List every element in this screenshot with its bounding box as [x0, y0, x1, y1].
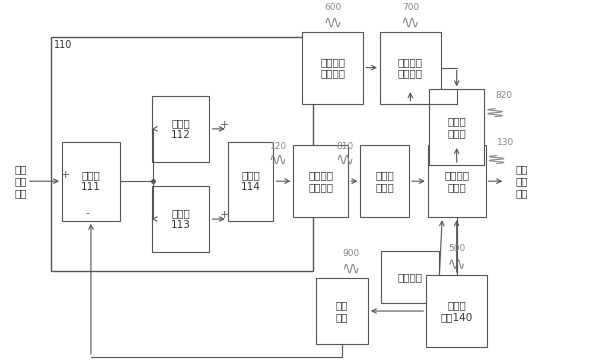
Text: 130: 130 [497, 138, 514, 147]
Bar [430, 89, 484, 165]
Bar [228, 142, 274, 221]
Bar [360, 145, 409, 217]
Bar [293, 145, 348, 217]
Text: 三相异步
电动机: 三相异步 电动机 [444, 170, 469, 192]
Bar [380, 32, 441, 104]
Text: 第二切
换开关: 第二切 换开关 [447, 116, 466, 138]
Bar [426, 275, 487, 347]
Text: 第二功率
驱动单元: 第二功率 驱动单元 [398, 57, 423, 78]
Bar [302, 32, 364, 104]
Text: +: + [219, 120, 229, 130]
Text: 810: 810 [337, 142, 354, 151]
Text: +: + [219, 210, 229, 221]
Text: 第一切
换开关: 第一切 换开关 [375, 170, 394, 192]
Bar [62, 142, 120, 221]
Bar [152, 186, 210, 252]
Text: 820: 820 [495, 91, 512, 100]
Text: 700: 700 [401, 3, 419, 12]
Bar [152, 95, 210, 162]
Text: 第一功率
驱动单元: 第一功率 驱动单元 [308, 170, 333, 192]
Bar [428, 145, 486, 217]
Text: 500: 500 [448, 244, 466, 253]
Text: 定子电压
控制单元: 定子电压 控制单元 [320, 57, 345, 78]
Text: 比较器
111: 比较器 111 [81, 170, 101, 192]
Text: 110: 110 [54, 40, 73, 50]
Text: -: - [86, 208, 90, 218]
Text: 积分器
113: 积分器 113 [170, 208, 191, 230]
Text: 转矩传
感器140: 转矩传 感器140 [441, 300, 473, 322]
Text: 比例器
112: 比例器 112 [170, 118, 191, 140]
Text: 900: 900 [343, 249, 360, 258]
Text: +: + [60, 170, 70, 180]
Text: 转矩
输出
信号: 转矩 输出 信号 [516, 165, 529, 198]
Text: 记录
仪器: 记录 仪器 [336, 300, 348, 322]
Bar [381, 250, 439, 303]
Text: 600: 600 [324, 3, 342, 12]
Text: 120: 120 [269, 142, 287, 151]
Text: 加法器
114: 加法器 114 [241, 170, 260, 192]
Text: 转矩
指令
信号: 转矩 指令 信号 [14, 165, 27, 198]
Text: 测温装置: 测温装置 [398, 272, 423, 282]
Bar [51, 37, 313, 271]
Bar [316, 278, 368, 344]
